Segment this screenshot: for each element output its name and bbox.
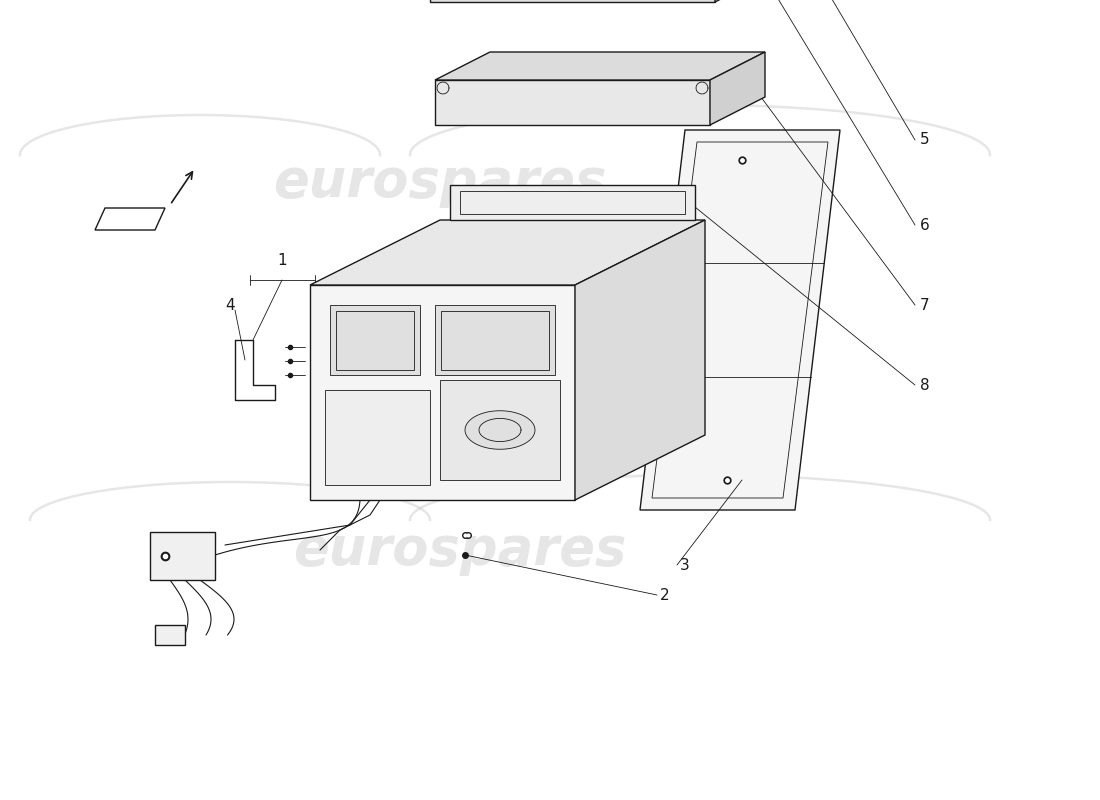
Polygon shape: [710, 52, 764, 125]
Text: 8: 8: [920, 378, 929, 393]
Polygon shape: [155, 625, 185, 645]
Text: 4: 4: [226, 298, 234, 313]
Polygon shape: [434, 305, 556, 375]
Polygon shape: [310, 285, 575, 500]
Polygon shape: [640, 130, 840, 510]
Text: 5: 5: [920, 133, 929, 147]
Polygon shape: [430, 0, 715, 2]
Polygon shape: [310, 220, 705, 285]
Polygon shape: [434, 80, 710, 125]
Text: 3: 3: [680, 558, 690, 573]
Polygon shape: [150, 532, 214, 580]
Polygon shape: [434, 52, 764, 80]
Text: eurospares: eurospares: [273, 156, 607, 208]
Text: 6: 6: [920, 218, 929, 233]
Polygon shape: [465, 410, 535, 450]
Polygon shape: [440, 380, 560, 480]
Text: 7: 7: [920, 298, 929, 313]
Polygon shape: [715, 0, 770, 2]
Text: eurospares: eurospares: [294, 524, 627, 576]
Text: 2: 2: [660, 588, 670, 603]
Polygon shape: [450, 185, 695, 220]
Polygon shape: [575, 220, 705, 500]
Text: 1: 1: [277, 253, 287, 268]
Polygon shape: [330, 305, 420, 375]
Polygon shape: [324, 390, 430, 485]
